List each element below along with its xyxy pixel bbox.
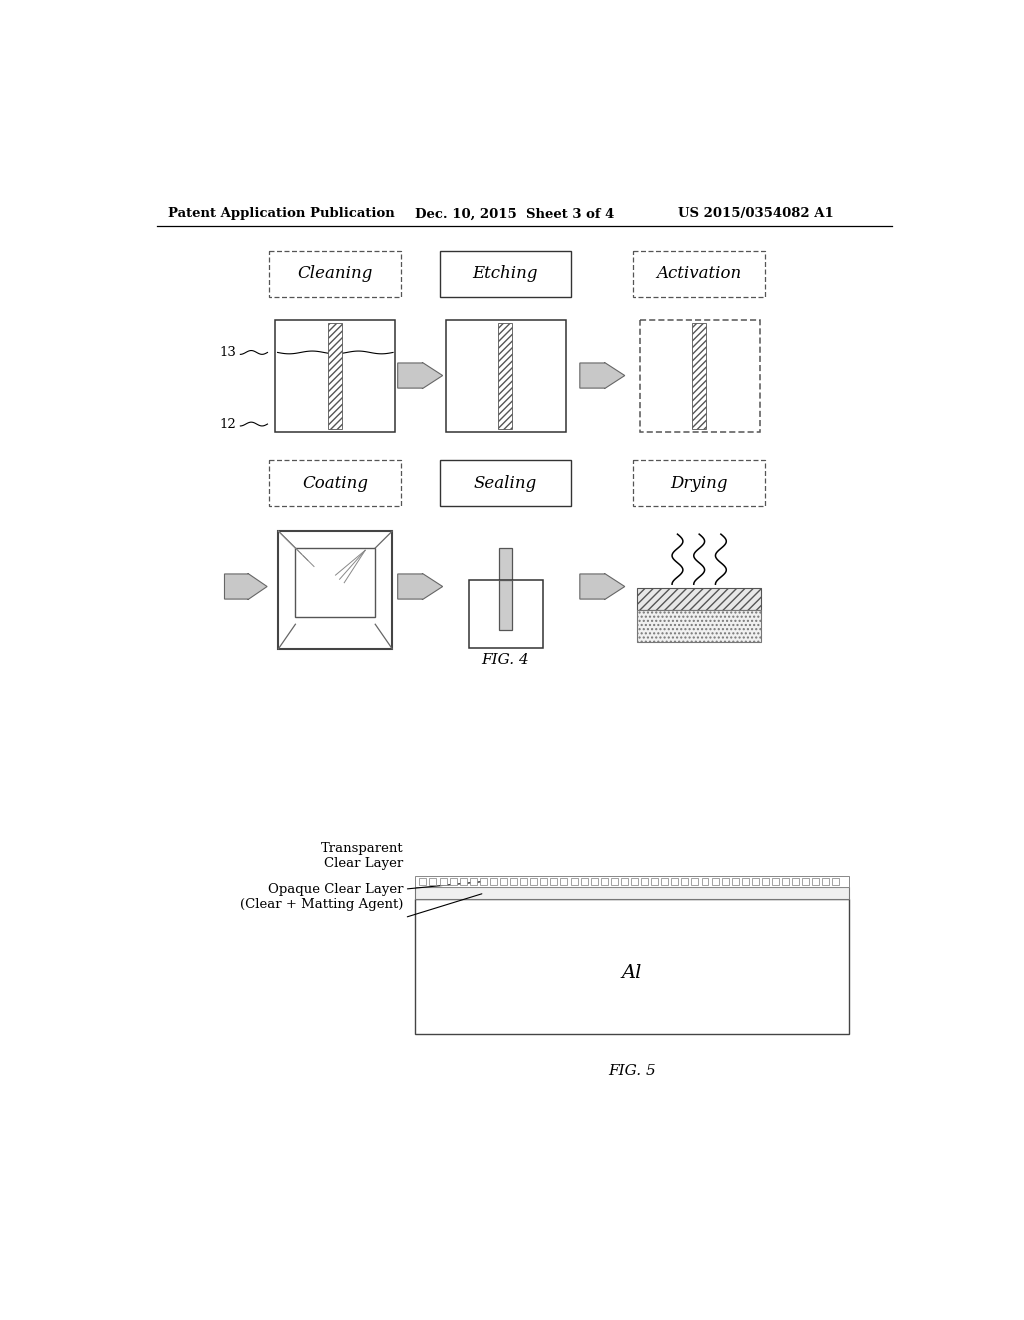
Bar — [701, 878, 709, 884]
Bar — [633, 461, 765, 507]
Bar — [275, 321, 395, 432]
Bar — [500, 581, 512, 631]
Text: Transparent
Clear Layer: Transparent Clear Layer — [321, 842, 403, 870]
Text: FIG. 5: FIG. 5 — [608, 1064, 655, 1078]
Bar — [691, 878, 698, 884]
Bar — [712, 878, 719, 884]
Text: Sealing: Sealing — [474, 475, 537, 492]
Text: Opaque Clear Layer
(Clear + Matting Agent): Opaque Clear Layer (Clear + Matting Agen… — [240, 883, 403, 911]
Bar — [541, 878, 547, 884]
Bar — [269, 251, 400, 297]
Bar — [439, 251, 571, 297]
Polygon shape — [224, 573, 267, 599]
Bar — [489, 878, 497, 884]
Text: Drying: Drying — [671, 475, 728, 492]
Bar — [499, 323, 512, 429]
Bar — [570, 878, 578, 884]
Bar — [633, 251, 765, 297]
Bar — [520, 878, 527, 884]
Bar — [662, 878, 669, 884]
Bar — [581, 878, 588, 884]
Bar — [269, 461, 400, 507]
Bar — [640, 321, 760, 432]
Text: Cleaning: Cleaning — [297, 265, 373, 282]
Bar — [450, 878, 457, 884]
Polygon shape — [580, 573, 625, 599]
Bar — [510, 878, 517, 884]
Bar — [470, 878, 477, 884]
Bar — [752, 878, 759, 884]
Bar — [651, 878, 658, 884]
Bar — [741, 878, 749, 884]
Polygon shape — [397, 573, 442, 599]
Bar — [782, 878, 790, 884]
Text: Activation: Activation — [656, 265, 741, 282]
Bar — [415, 876, 849, 887]
Bar — [722, 878, 729, 884]
Bar — [601, 878, 607, 884]
Bar — [500, 878, 507, 884]
Text: FIG. 4: FIG. 4 — [481, 652, 529, 667]
Bar — [560, 878, 567, 884]
Bar — [631, 878, 638, 884]
Bar — [295, 548, 375, 616]
Bar — [621, 878, 628, 884]
Bar — [637, 610, 761, 642]
Bar — [833, 878, 840, 884]
Bar — [802, 878, 809, 884]
Bar — [439, 878, 446, 884]
Bar — [415, 887, 849, 899]
Bar — [732, 878, 738, 884]
Bar — [279, 531, 392, 649]
Bar — [672, 878, 678, 884]
Bar — [460, 878, 467, 884]
Text: Al: Al — [622, 964, 642, 982]
Bar — [530, 878, 538, 884]
Text: Dec. 10, 2015  Sheet 3 of 4: Dec. 10, 2015 Sheet 3 of 4 — [415, 207, 614, 220]
Bar — [762, 878, 769, 884]
Bar — [500, 548, 512, 589]
Text: Etching: Etching — [473, 265, 539, 282]
Bar — [812, 878, 819, 884]
Polygon shape — [580, 363, 625, 388]
Bar — [822, 878, 829, 884]
Bar — [550, 878, 557, 884]
Bar — [772, 878, 779, 884]
Bar — [793, 878, 799, 884]
Bar — [420, 878, 426, 884]
Text: Patent Application Publication: Patent Application Publication — [168, 207, 395, 220]
Bar — [439, 461, 571, 507]
Bar — [469, 581, 543, 648]
Bar — [429, 878, 436, 884]
Text: Coating: Coating — [302, 475, 368, 492]
Bar — [445, 321, 566, 432]
Text: US 2015/0354082 A1: US 2015/0354082 A1 — [678, 207, 834, 220]
Bar — [692, 323, 707, 429]
Bar — [641, 878, 648, 884]
Bar — [591, 878, 598, 884]
Bar — [681, 878, 688, 884]
Bar — [637, 589, 761, 610]
Text: 12: 12 — [220, 417, 237, 430]
Text: 13: 13 — [219, 346, 237, 359]
Bar — [328, 323, 342, 429]
Bar — [480, 878, 486, 884]
Bar — [611, 878, 617, 884]
Polygon shape — [397, 363, 442, 388]
Bar — [415, 899, 849, 1034]
